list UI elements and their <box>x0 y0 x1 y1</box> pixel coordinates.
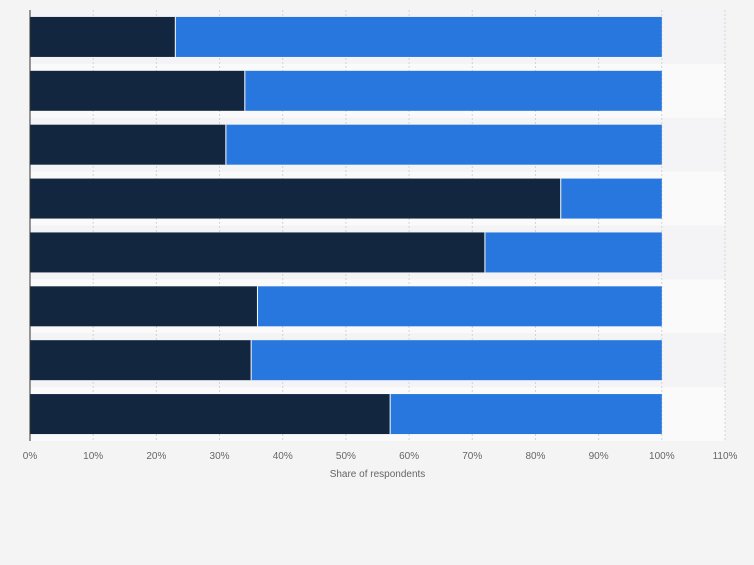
bar-segment-dark <box>30 394 391 435</box>
bar-segment-blue <box>484 232 662 273</box>
x-tick-label: 110% <box>713 451 738 462</box>
bars <box>30 16 662 435</box>
x-tick-label: 70% <box>462 451 482 462</box>
x-axis-ticks: 0% 10% 20% 30% 40% 50% 60% 70% 80% 90% 100% 110% <box>23 451 738 462</box>
x-tick-label: 50% <box>336 451 356 462</box>
bar-segment-dark <box>30 70 245 111</box>
x-tick-label: 10% <box>83 451 103 462</box>
x-tick-label: 80% <box>525 451 545 462</box>
bar-segment-dark <box>30 232 485 273</box>
bar-segment-blue <box>390 394 662 435</box>
x-tick-label: 20% <box>146 451 166 462</box>
bar-segment-blue <box>175 16 662 57</box>
x-tick-label: 0% <box>23 451 38 462</box>
bar-segment-dark <box>30 178 561 219</box>
bar-segment-blue <box>560 178 662 219</box>
bar-segment-blue <box>244 70 662 111</box>
x-tick-label: 30% <box>210 451 230 462</box>
x-tick-label: 60% <box>399 451 419 462</box>
x-tick-label: 90% <box>589 451 609 462</box>
bar-segment-blue <box>257 286 662 327</box>
bar-segment-dark <box>30 340 252 381</box>
bar-segment-dark <box>30 16 176 57</box>
bar-segment-blue <box>251 340 662 381</box>
bar-segment-dark <box>30 124 226 165</box>
bar-segment-blue <box>225 124 662 165</box>
x-tick-label: 40% <box>273 451 293 462</box>
bar-segment-dark <box>30 286 258 327</box>
x-axis-title: Share of respondents <box>330 469 426 480</box>
x-tick-label: 100% <box>649 451 675 462</box>
